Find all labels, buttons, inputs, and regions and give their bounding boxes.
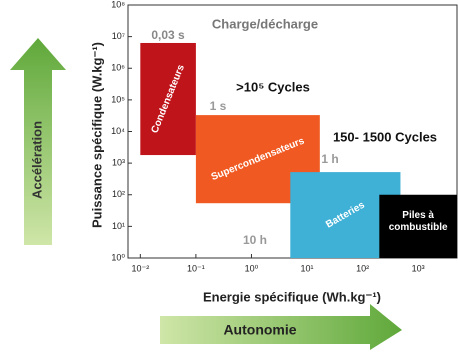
region-label-box: Piles à combustible (388, 210, 448, 234)
region (140, 42, 196, 156)
y-tick-label: 10³ (112, 158, 125, 168)
y-tick-label: 10⁸ (111, 0, 125, 9)
region-label: Piles à combustible (388, 210, 448, 234)
arrow-up (10, 38, 66, 245)
arrow-right (160, 304, 402, 350)
arrow-label: Autonomie (223, 322, 296, 338)
x-tick-label: 10² (356, 263, 369, 273)
annotation: 10 h (243, 233, 267, 247)
x-tick-label: 10⁻² (131, 263, 149, 273)
x-tick-label: 10⁻¹ (187, 263, 205, 273)
x-axis-label: Energie spécifique (Wh.kg⁻¹) (203, 289, 381, 304)
x-tick-label: 10⁰ (245, 263, 259, 273)
x-tick-label: 10¹ (301, 263, 314, 273)
annotation: 0,03 s (151, 28, 185, 42)
arrow-label: Accélération (29, 121, 44, 199)
y-tick-label: 10⁰ (111, 252, 125, 262)
annotation: 1 h (321, 152, 338, 166)
y-tick-label: 10⁶ (111, 63, 125, 73)
annotation: 150- 1500 Cycles (333, 129, 437, 144)
x-tick-label: 10³ (412, 263, 425, 273)
annotation: Charge/décharge (212, 16, 318, 31)
annotation: 1 s (210, 99, 227, 113)
region (379, 194, 457, 258)
y-axis-label: Puissance spécifique (W.kg⁻¹) (89, 42, 104, 228)
y-tick-label: 10⁴ (111, 126, 125, 136)
annotation: >10⁵ Cycles (236, 79, 310, 94)
y-tick-label: 10² (112, 189, 125, 199)
y-tick-label: 10⁵ (111, 94, 125, 104)
y-tick-label: 10⁷ (112, 31, 125, 41)
y-tick-label: 10¹ (112, 221, 125, 231)
